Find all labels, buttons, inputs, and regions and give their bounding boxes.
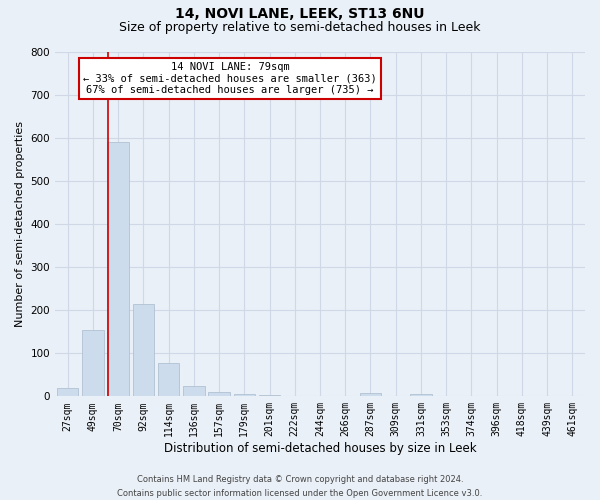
Bar	[82, 330, 104, 396]
Text: Size of property relative to semi-detached houses in Leek: Size of property relative to semi-detach…	[119, 21, 481, 34]
Bar	[183, 386, 205, 396]
Text: 14 NOVI LANE: 79sqm
← 33% of semi-detached houses are smaller (363)
67% of semi-: 14 NOVI LANE: 79sqm ← 33% of semi-detach…	[83, 62, 377, 95]
Bar	[208, 392, 230, 396]
Bar	[410, 394, 431, 396]
Y-axis label: Number of semi-detached properties: Number of semi-detached properties	[15, 121, 25, 327]
Bar	[57, 388, 79, 396]
X-axis label: Distribution of semi-detached houses by size in Leek: Distribution of semi-detached houses by …	[164, 442, 476, 455]
Bar	[133, 304, 154, 396]
Text: 14, NOVI LANE, LEEK, ST13 6NU: 14, NOVI LANE, LEEK, ST13 6NU	[175, 8, 425, 22]
Bar	[233, 394, 255, 396]
Bar	[360, 393, 381, 396]
Bar	[158, 362, 179, 396]
Bar	[107, 142, 129, 397]
Text: Contains HM Land Registry data © Crown copyright and database right 2024.
Contai: Contains HM Land Registry data © Crown c…	[118, 476, 482, 498]
